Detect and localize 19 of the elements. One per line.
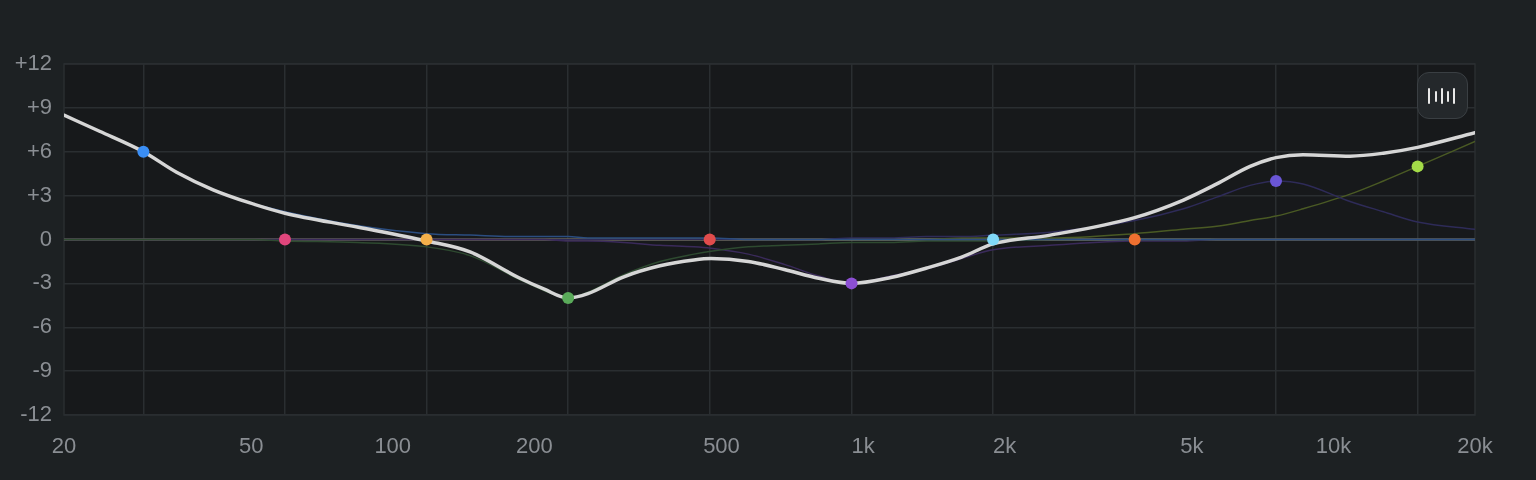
y-tick-label: +6 — [26, 137, 52, 163]
x-tick-label: 20 — [51, 433, 77, 459]
y-tick-label: +9 — [26, 93, 52, 119]
x-tick-label: 500 — [703, 433, 740, 459]
y-tick-label: -9 — [32, 357, 52, 383]
y-tick-label: -3 — [32, 269, 52, 295]
x-tick-label: 200 — [515, 433, 553, 459]
y-tick-label: -6 — [32, 313, 52, 339]
x-tick-label: 1k — [851, 433, 876, 459]
y-tick-label: +12 — [14, 50, 52, 76]
y-tick-label: -12 — [20, 401, 52, 427]
y-tick-label: 0 — [39, 225, 52, 251]
x-tick-label: 50 — [238, 433, 264, 459]
x-tick-label: 10k — [1315, 433, 1353, 459]
x-tick-label: 2k — [993, 433, 1018, 459]
y-tick-label: +3 — [26, 181, 52, 207]
x-tick-label: 100 — [374, 433, 412, 459]
x-tick-label: 20k — [1457, 433, 1494, 459]
x-tick-label: 5k — [1180, 433, 1205, 459]
